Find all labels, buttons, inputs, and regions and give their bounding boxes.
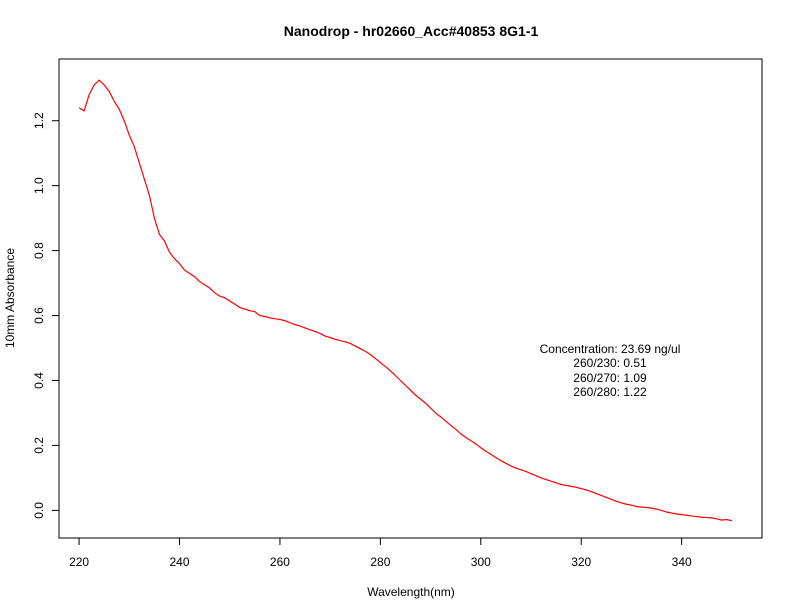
annotation-ratio-260-230: 260/230: 0.51 [573,356,647,370]
y-tick-label: 0.6 [32,307,46,324]
y-axis: 0.0 0.2 0.4 0.6 0.8 1.0 1.2 [32,112,60,519]
series-layer [78,79,733,522]
x-tick-label: 220 [69,555,89,569]
y-tick-label: 0.4 [32,372,46,389]
y-axis-label: 10mm Absorbance [3,248,17,348]
annotation-block: Concentration: 23.69 ng/ul 260/230: 0.51… [540,342,681,399]
y-tick-label: 0.0 [32,502,46,519]
x-tick-label: 260 [270,555,290,569]
chart-title: Nanodrop - hr02660_Acc#40853 8G1-1 [284,23,539,39]
y-tick-label: 1.2 [32,112,46,129]
y-tick-label: 0.8 [32,242,46,259]
x-tick-label: 300 [471,555,491,569]
absorbance-series-line [78,79,733,522]
annotation-ratio-260-270: 260/270: 1.09 [573,371,647,385]
x-axis-label: Wavelength(nm) [367,585,455,599]
y-tick-label: 1.0 [32,177,46,194]
y-tick-label: 0.2 [32,437,46,454]
annotation-concentration: Concentration: 23.69 ng/ul [540,342,681,356]
x-tick-label: 240 [169,555,189,569]
x-axis: 220 240 260 280 300 320 340 [69,537,692,569]
x-tick-label: 320 [571,555,591,569]
plot-frame [58,58,763,539]
x-tick-label: 340 [672,555,692,569]
x-tick-label: 280 [370,555,390,569]
annotation-ratio-260-280: 260/280: 1.22 [573,385,647,399]
